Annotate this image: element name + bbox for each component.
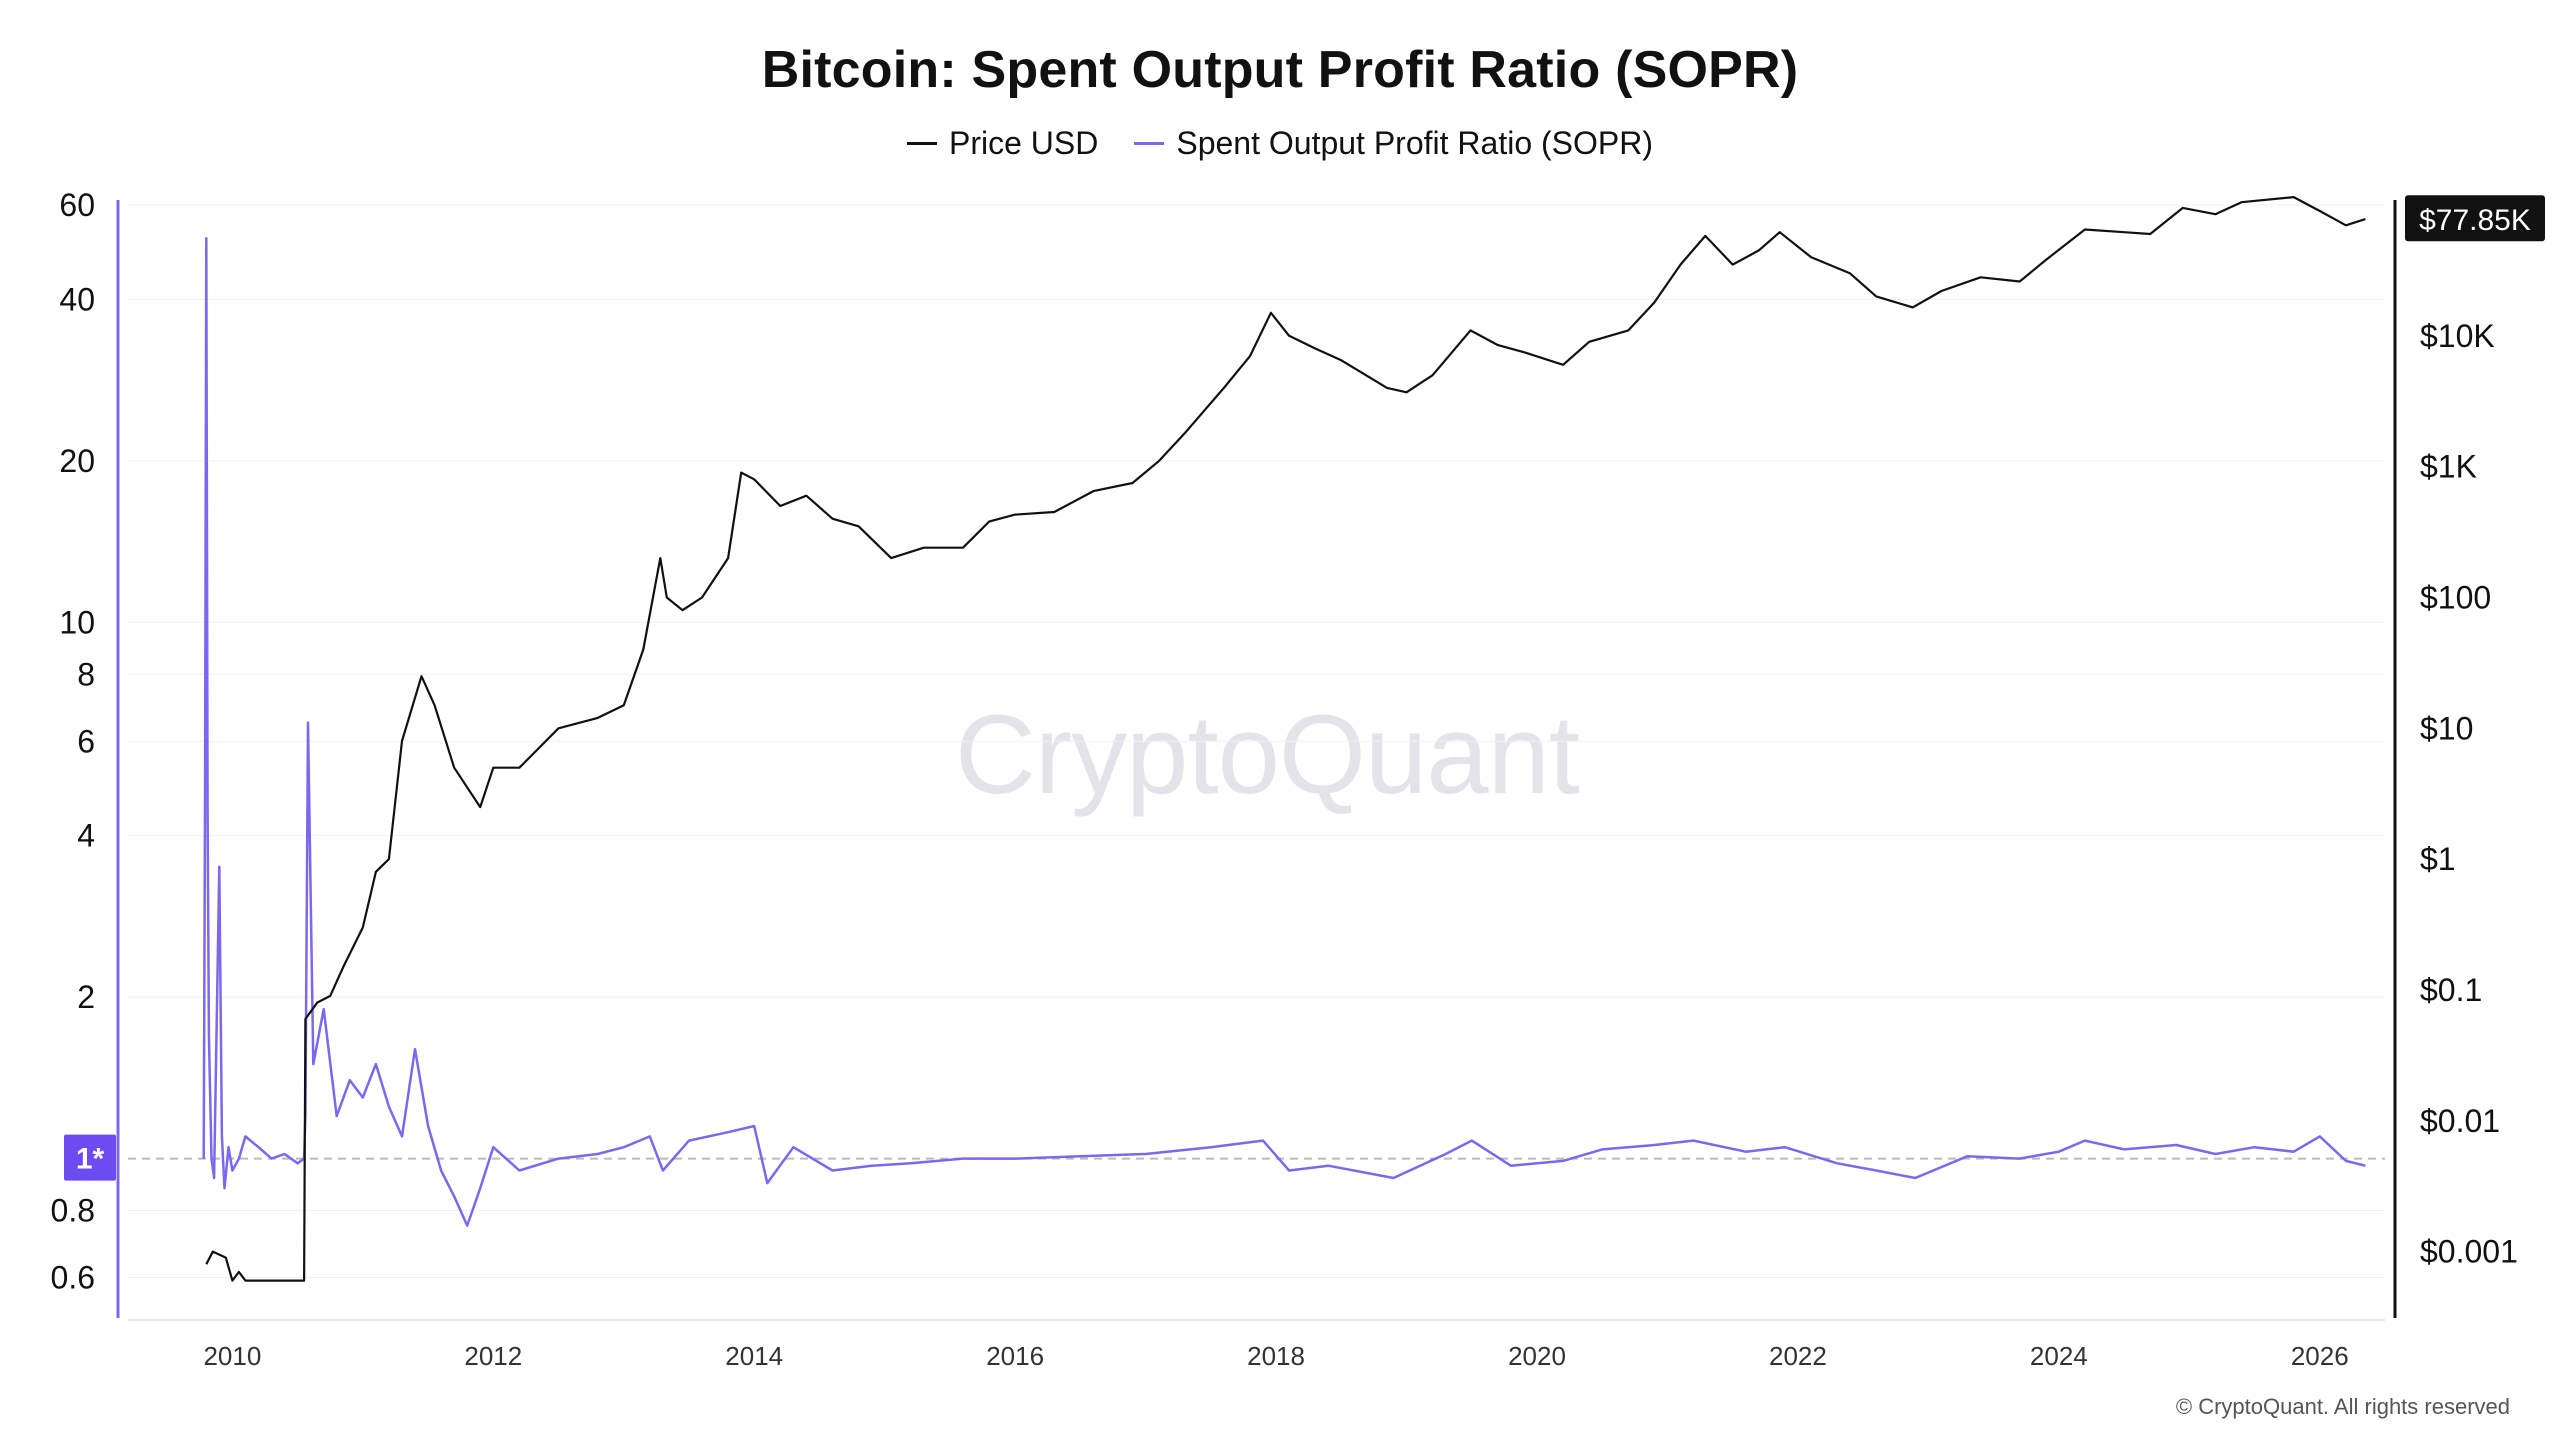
x-tick-label: 2012 <box>464 1341 522 1371</box>
left-tick-label: 20 <box>59 443 95 479</box>
left-tick-label: 4 <box>77 818 95 854</box>
right-tick-label: $1 <box>2420 841 2456 877</box>
right-tick-label: $10K <box>2420 318 2495 354</box>
left-tick-label: 60 <box>59 187 95 223</box>
left-tick-label: 8 <box>77 656 95 692</box>
sopr-reference-marker <box>64 1134 116 1181</box>
right-tick-label: $10 <box>2420 710 2473 746</box>
x-tick-label: 2022 <box>1769 1341 1827 1371</box>
left-tick-label: 2 <box>77 979 95 1015</box>
x-tick-label: 2016 <box>986 1341 1044 1371</box>
sopr-series-line[interactable] <box>202 237 2366 1227</box>
left-tick-label: 0.8 <box>51 1193 95 1229</box>
x-tick-label: 2026 <box>2291 1341 2349 1371</box>
legend-swatch-sopr <box>1134 142 1165 145</box>
right-tick-label: $1K <box>2420 449 2477 485</box>
price-series-line[interactable] <box>205 196 2366 1282</box>
current-price-label: $77.85K <box>2419 204 2531 237</box>
watermark-logo: CryptoQuant <box>955 692 1580 817</box>
legend-swatch-price <box>907 142 937 145</box>
current-price-badge <box>2405 195 2545 242</box>
legend-label-price: Price USD <box>949 125 1099 161</box>
right-tick-label: $0.001 <box>2420 1234 2518 1270</box>
x-tick-label: 2020 <box>1508 1341 1566 1371</box>
right-tick-label: $100 <box>2420 579 2491 615</box>
right-tick-label: $0.1 <box>2420 972 2482 1008</box>
x-tick-label: 2014 <box>725 1341 783 1371</box>
legend-label-sopr: Spent Output Profit Ratio (SOPR) <box>1176 125 1653 161</box>
left-tick-label: 40 <box>59 281 95 317</box>
x-tick-label: 2010 <box>203 1341 261 1371</box>
chart-legend: Price USD Spent Output Profit Ratio (SOP… <box>0 125 2560 162</box>
legend-item-price[interactable]: Price USD <box>907 125 1098 162</box>
left-tick-label: 6 <box>77 723 95 759</box>
sopr-reference-marker-label: 1* <box>76 1143 105 1176</box>
chart-title: Bitcoin: Spent Output Profit Ratio (SOPR… <box>761 41 1799 99</box>
copyright-text: © CryptoQuant. All rights reserved <box>2175 1394 2510 1419</box>
left-tick-label: 0.6 <box>51 1260 95 1296</box>
x-tick-label: 2018 <box>1247 1341 1305 1371</box>
legend-item-sopr[interactable]: Spent Output Profit Ratio (SOPR) <box>1134 125 1653 162</box>
left-tick-label: 10 <box>59 604 95 640</box>
right-tick-label: $0.01 <box>2420 1103 2500 1139</box>
x-tick-label: 2024 <box>2030 1341 2088 1371</box>
